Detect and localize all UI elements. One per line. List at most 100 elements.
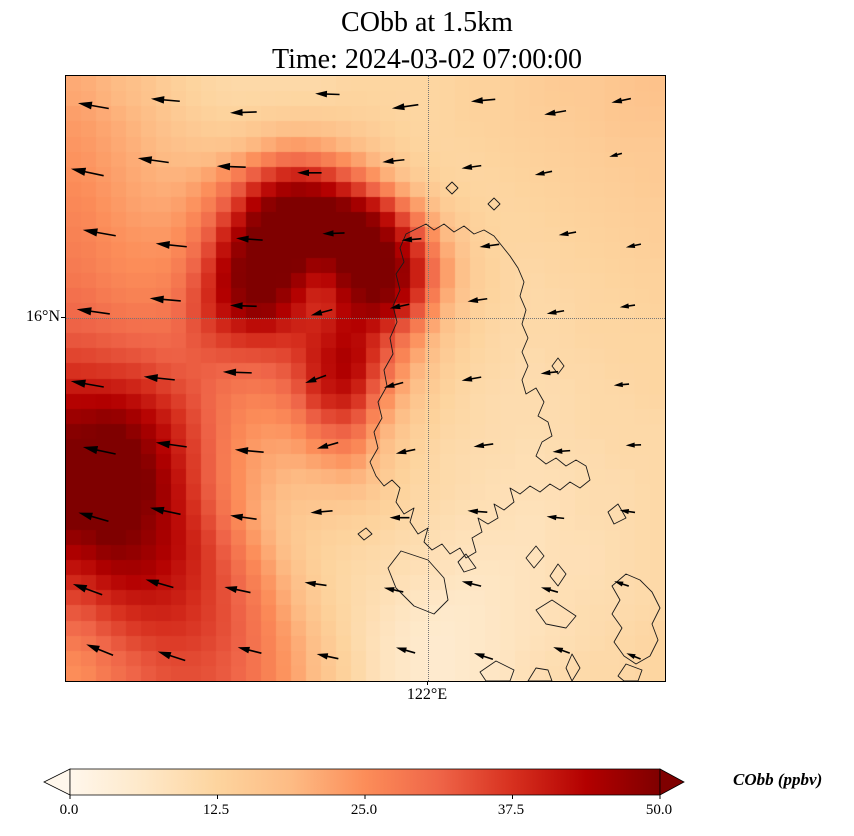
wind-arrow-head bbox=[77, 101, 93, 110]
wind-arrow-head bbox=[230, 302, 243, 310]
wind-arrow-head bbox=[157, 651, 172, 660]
wind-arrow-head bbox=[534, 170, 545, 176]
wind-arrow-head bbox=[626, 653, 636, 660]
longitude-tick-label: 122°E bbox=[406, 686, 448, 703]
colorbar-tick: 37.5 bbox=[497, 802, 525, 818]
coastline bbox=[565, 653, 581, 681]
coastline bbox=[549, 563, 567, 587]
colorbar-tick: 50.0 bbox=[645, 802, 673, 818]
wind-arrow-head bbox=[470, 97, 484, 104]
wind-arrow-head bbox=[461, 164, 473, 170]
wind-arrow-head bbox=[216, 162, 231, 171]
coastline bbox=[487, 197, 501, 211]
wind-arrow-head bbox=[137, 156, 153, 164]
coastline bbox=[479, 660, 515, 681]
wind-arrow-head bbox=[401, 236, 413, 243]
wind-arrow-head bbox=[467, 508, 479, 515]
wind-arrow-head bbox=[234, 447, 249, 455]
wind-arrow-head bbox=[552, 448, 563, 454]
wind-arrow-head bbox=[389, 514, 400, 521]
wind-arrow-head bbox=[70, 379, 86, 388]
colorbar-segment bbox=[43, 768, 71, 796]
wind-arrow-head bbox=[310, 508, 322, 515]
wind-arrow-head bbox=[540, 587, 552, 593]
colorbar-segment bbox=[659, 768, 685, 796]
wind-arrow-head bbox=[297, 169, 309, 177]
wind-arrow-head bbox=[625, 242, 636, 248]
coastline bbox=[527, 667, 553, 681]
coastline bbox=[525, 545, 545, 569]
wind-arrow-head bbox=[609, 152, 618, 157]
wind-arrow-head bbox=[546, 309, 557, 315]
map-axes bbox=[65, 75, 666, 682]
wind-arrow-head bbox=[222, 368, 237, 377]
coastline bbox=[607, 503, 627, 525]
coastline bbox=[369, 223, 591, 559]
wind-arrow-head bbox=[322, 230, 334, 237]
latitude-tick-label: 16°N bbox=[26, 308, 60, 325]
wind-arrow-head bbox=[479, 242, 491, 249]
colorbar-label: CObb (ppbv) bbox=[733, 770, 823, 789]
wind-vector-layer bbox=[70, 90, 642, 662]
wind-arrow-head bbox=[82, 446, 99, 455]
wind-arrow-head bbox=[224, 586, 238, 594]
latitude-gridline bbox=[66, 318, 665, 319]
wind-arrow-head bbox=[391, 103, 405, 111]
wind-arrow-head bbox=[473, 442, 485, 449]
wind-arrow-head bbox=[383, 382, 395, 388]
wind-arrow-head bbox=[619, 509, 630, 515]
wind-arrow-head bbox=[236, 235, 249, 243]
coastline bbox=[551, 357, 565, 375]
colorbar-segment bbox=[69, 768, 661, 796]
wind-arrow-head bbox=[619, 303, 630, 309]
plot-title-line2: Time: 2024-03-02 07:00:00 bbox=[271, 44, 583, 75]
coastline bbox=[357, 527, 373, 541]
wind-arrow-head bbox=[395, 448, 407, 455]
longitude-gridline bbox=[428, 76, 429, 681]
colorbar-tick: 0.0 bbox=[59, 802, 79, 818]
wind-arrow-head bbox=[149, 295, 164, 304]
coastline bbox=[611, 573, 661, 665]
wind-arrow-head bbox=[558, 230, 569, 237]
wind-arrow-head bbox=[461, 375, 473, 382]
wind-arrow-head bbox=[145, 579, 160, 587]
wind-arrow-head bbox=[310, 309, 323, 316]
coastline bbox=[387, 550, 449, 615]
coastline bbox=[457, 553, 477, 573]
coastline bbox=[445, 181, 459, 195]
wind-arrow-head bbox=[237, 646, 250, 654]
wind-arrow-head bbox=[78, 512, 93, 521]
wind-arrow-head bbox=[611, 97, 623, 104]
wind-arrow-head bbox=[383, 587, 395, 593]
wind-arrow-head bbox=[544, 109, 556, 116]
wind-arrow-head bbox=[461, 580, 473, 587]
wind-arrow-head bbox=[473, 653, 485, 660]
wind-arrow-head bbox=[70, 167, 87, 176]
wind-arrow-head bbox=[149, 506, 165, 515]
wind-arrow-head bbox=[155, 241, 170, 249]
coastline bbox=[535, 599, 577, 629]
wind-arrow-head bbox=[230, 108, 243, 116]
wind-arrow-head bbox=[553, 647, 564, 654]
latitude-tick-mark bbox=[61, 317, 65, 318]
wind-arrow-head bbox=[230, 513, 244, 521]
wind-arrow-head bbox=[389, 303, 401, 310]
wind-arrow-head bbox=[467, 297, 479, 303]
wind-arrow-head bbox=[382, 157, 394, 165]
wind-arrow-head bbox=[86, 644, 100, 653]
wind-arrow-head bbox=[305, 376, 317, 384]
wind-arrow-head bbox=[540, 369, 551, 376]
wind-arrow-head bbox=[316, 653, 329, 660]
longitude-tick-mark bbox=[427, 681, 428, 685]
colorbar-gradient bbox=[43, 768, 685, 799]
coastline-layer bbox=[357, 181, 661, 681]
wind-arrow-head bbox=[150, 96, 165, 104]
wind-arrow-head bbox=[395, 647, 407, 654]
wind-arrow-head bbox=[155, 440, 171, 449]
wind-arrow-head bbox=[315, 90, 328, 98]
coastline bbox=[617, 663, 643, 681]
wind-arrow-head bbox=[625, 442, 635, 448]
wind-arrow-head bbox=[76, 307, 92, 316]
wind-arrow-head bbox=[72, 584, 88, 593]
